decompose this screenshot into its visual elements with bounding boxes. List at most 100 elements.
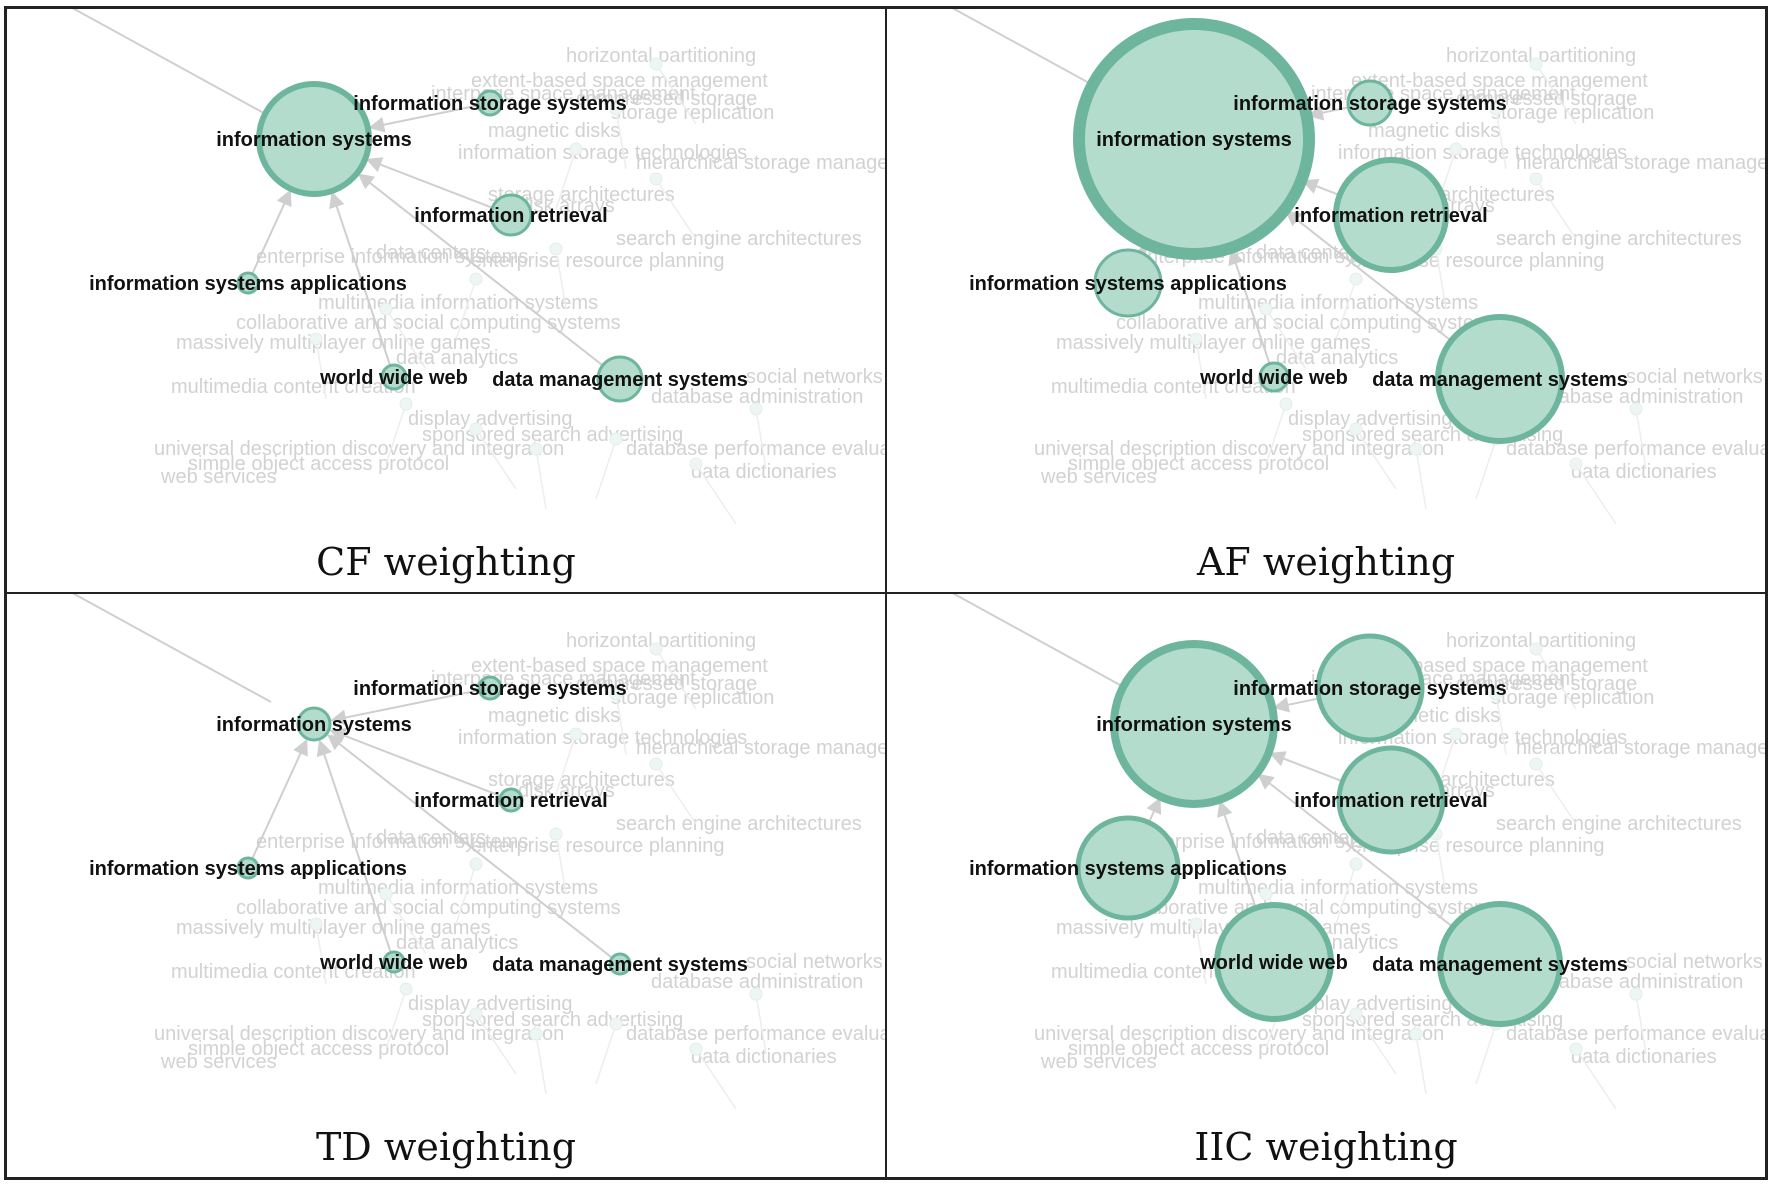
background-label: magnetic disks — [1368, 120, 1500, 142]
label-world-wide-web: world wide web — [319, 367, 468, 389]
node-information-retrieval — [489, 193, 533, 237]
background-label: data analytics — [1276, 347, 1398, 369]
background-label: enterprise information systems — [256, 831, 528, 853]
background-label: magnetic disks — [488, 120, 620, 142]
background-edge — [385, 988, 407, 1050]
background-edge — [1335, 278, 1357, 340]
node-data-management-systems — [1437, 901, 1563, 1027]
background-label: information storage technologies — [458, 142, 747, 164]
label-data-management-systems: data management systems — [492, 954, 748, 976]
background-node — [1629, 987, 1643, 1001]
node-information-storage-systems — [1315, 633, 1425, 743]
background-node — [1529, 757, 1543, 771]
background-label: simple object access protocol — [188, 1038, 449, 1060]
node-information-retrieval — [1333, 157, 1449, 273]
background-label: horizontal partitioning — [566, 630, 756, 652]
background-label: storage replication — [611, 102, 774, 124]
background-label: simple object access protocol — [188, 453, 449, 475]
label-information-systems: information systems — [216, 714, 412, 736]
caption-cf: CF weighting — [316, 540, 576, 584]
background-label: search engine architectures — [1496, 228, 1742, 250]
node-world-wide-web — [1214, 902, 1334, 1022]
edge-world-wide-web — [1228, 248, 1271, 365]
background-label: information storage technologies — [458, 727, 747, 749]
background-node — [1259, 302, 1273, 316]
background-node — [549, 827, 563, 841]
background-label: universal description discovery and inte… — [1034, 1023, 1444, 1045]
edge-data-management-systems — [326, 734, 613, 959]
background-node — [649, 642, 663, 656]
background-label: horizontal partitioning — [1446, 630, 1636, 652]
background-label: universal description discovery and inte… — [1034, 438, 1444, 460]
background-edge — [1495, 108, 1507, 170]
label-information-systems-applications: information systems applications — [969, 858, 1287, 880]
graph-af: horizontal partitioning extent-based spac… — [952, 9, 1765, 525]
background-node — [649, 57, 663, 71]
edge-data-management-systems — [1284, 210, 1452, 342]
label-information-storage-systems: information storage systems — [353, 678, 626, 700]
background-label: search engine architectures — [1496, 813, 1742, 835]
label-information-retrieval: information retrieval — [414, 790, 607, 812]
caption-iic: IIC weighting — [1194, 1125, 1458, 1169]
background-label: information storage technologies — [1338, 727, 1627, 749]
background-edge — [555, 833, 567, 895]
background-edge — [385, 893, 427, 955]
background-label: data dictionaries — [691, 461, 837, 483]
label-information-storage-systems: information storage systems — [353, 93, 626, 115]
background-label: storage replication — [611, 687, 774, 709]
background-edge — [1475, 1023, 1497, 1085]
background-label: universal description discovery and inte… — [154, 1023, 564, 1045]
background-node — [689, 1042, 703, 1056]
edge-world-wide-web — [329, 191, 392, 366]
background-edge — [1535, 63, 1577, 125]
background-edge — [1635, 408, 1647, 470]
background-label: data centers — [376, 827, 486, 849]
background-node — [649, 757, 663, 771]
background-label: multimedia information systems — [1198, 877, 1478, 899]
background-node — [529, 442, 543, 456]
edge-incoming — [72, 594, 272, 703]
background-label: disk arrays — [518, 195, 615, 217]
background-node — [469, 857, 483, 871]
background-label: disk arrays — [518, 780, 615, 802]
background-edge — [755, 993, 767, 1055]
figure-grid: horizontal partitioning extent-based spac… — [4, 6, 1768, 1180]
edge-information-systems-applications — [251, 189, 292, 275]
background-label: hierarchical storage management — [636, 152, 885, 174]
background-node — [549, 242, 563, 256]
background-label: multimedia content creation — [171, 376, 416, 398]
background-label: data dictionaries — [1571, 461, 1717, 483]
node-information-systems-applications — [1093, 248, 1163, 318]
background-label: social networks — [746, 951, 883, 973]
background-node — [749, 987, 763, 1001]
label-information-systems-applications: information systems applications — [89, 273, 407, 295]
background-label: compressed storage — [1456, 88, 1637, 110]
graph-cf: horizontal partitioning extent-based spac… — [72, 9, 885, 525]
node-information-storage-systems — [476, 89, 504, 117]
edge-data-management-systems — [1257, 773, 1454, 928]
edge-information-retrieval — [1269, 751, 1343, 783]
background-label: data centers — [376, 242, 486, 264]
node-labels: information systems information storage s… — [969, 678, 1628, 976]
background-label: collaborative and social computing syste… — [1116, 897, 1501, 919]
node-labels: information systems information storage s… — [89, 678, 748, 976]
nodes — [236, 81, 644, 403]
background-label: hierarchical storage management — [1516, 737, 1765, 759]
node-world-wide-web — [380, 363, 408, 391]
label-data-management-systems: data management systems — [1372, 369, 1628, 391]
node-labels: information systems information storage s… — [89, 93, 748, 391]
background-label: data dictionaries — [1571, 1046, 1717, 1068]
background-label: web services — [160, 1051, 277, 1073]
edge-incoming — [952, 594, 1152, 703]
background-labels: horizontal partitioning extent-based spac… — [154, 630, 885, 1073]
edge-information-storage-systems — [1272, 696, 1320, 713]
background-edge — [1195, 923, 1207, 985]
background-edge — [755, 408, 767, 470]
background-edge — [385, 308, 427, 370]
background-edge — [475, 428, 517, 490]
background-edge — [1435, 248, 1447, 310]
background-edge — [695, 1048, 737, 1110]
background-node — [1529, 57, 1543, 71]
background-edge — [655, 178, 697, 240]
background-label: database administration — [651, 971, 863, 993]
